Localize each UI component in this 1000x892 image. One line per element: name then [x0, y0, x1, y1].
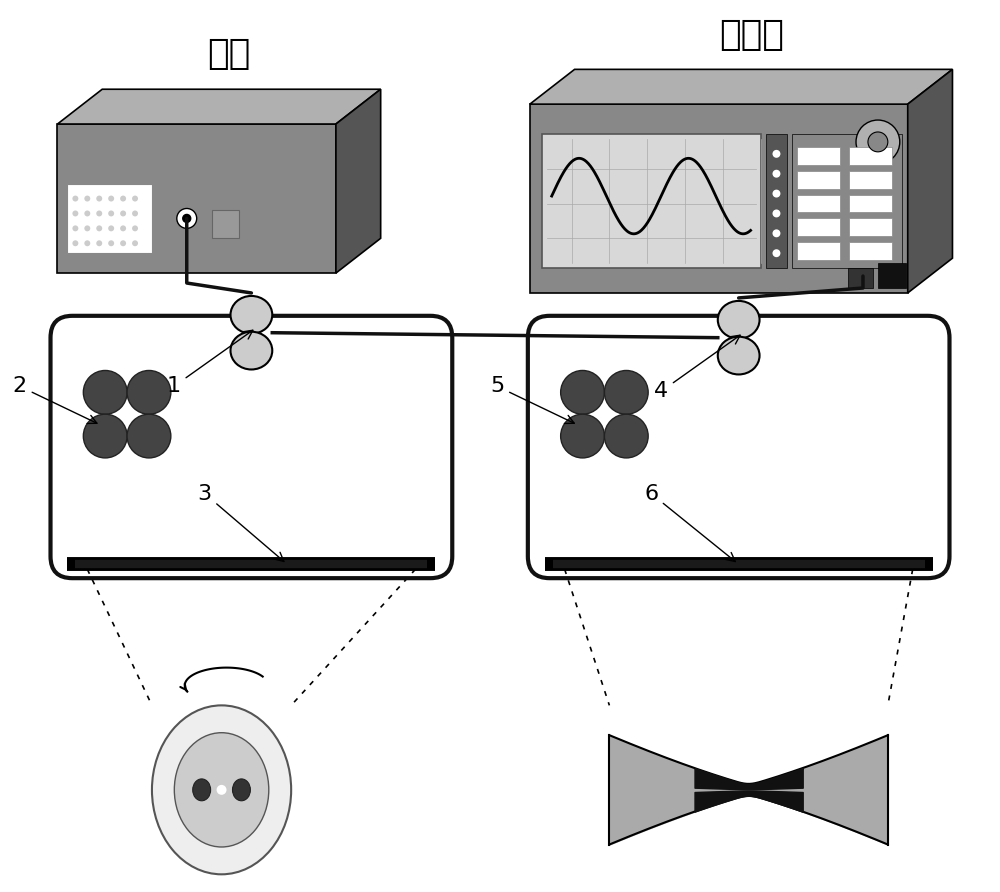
FancyBboxPatch shape — [792, 134, 902, 268]
Polygon shape — [530, 104, 908, 293]
Ellipse shape — [718, 301, 760, 339]
FancyBboxPatch shape — [797, 219, 840, 236]
Circle shape — [84, 240, 90, 246]
Circle shape — [83, 414, 127, 458]
Circle shape — [120, 240, 126, 246]
Circle shape — [772, 210, 780, 218]
Circle shape — [108, 226, 114, 231]
Circle shape — [72, 240, 78, 246]
Circle shape — [132, 195, 138, 202]
Circle shape — [132, 211, 138, 217]
Circle shape — [108, 211, 114, 217]
Circle shape — [604, 414, 648, 458]
Circle shape — [120, 211, 126, 217]
Circle shape — [132, 226, 138, 231]
Ellipse shape — [152, 706, 291, 874]
Ellipse shape — [193, 779, 211, 801]
FancyBboxPatch shape — [797, 243, 840, 260]
Ellipse shape — [231, 332, 272, 369]
Circle shape — [96, 240, 102, 246]
Text: 4: 4 — [654, 335, 740, 401]
FancyBboxPatch shape — [797, 170, 840, 188]
Circle shape — [108, 240, 114, 246]
Text: 3: 3 — [198, 483, 284, 561]
Ellipse shape — [232, 779, 250, 801]
FancyBboxPatch shape — [849, 219, 892, 236]
Circle shape — [120, 195, 126, 202]
Ellipse shape — [718, 336, 760, 375]
Circle shape — [120, 226, 126, 231]
Circle shape — [856, 120, 900, 164]
Circle shape — [84, 195, 90, 202]
FancyBboxPatch shape — [797, 194, 840, 212]
FancyBboxPatch shape — [848, 268, 873, 288]
Circle shape — [72, 226, 78, 231]
Text: 2: 2 — [13, 376, 97, 424]
Circle shape — [72, 211, 78, 217]
Ellipse shape — [231, 296, 272, 334]
FancyBboxPatch shape — [849, 194, 892, 212]
FancyBboxPatch shape — [849, 243, 892, 260]
Circle shape — [772, 190, 780, 197]
Circle shape — [772, 249, 780, 257]
Circle shape — [96, 195, 102, 202]
FancyBboxPatch shape — [797, 147, 840, 165]
Circle shape — [561, 370, 604, 414]
FancyBboxPatch shape — [849, 170, 892, 188]
Circle shape — [96, 226, 102, 231]
FancyBboxPatch shape — [212, 211, 239, 238]
FancyBboxPatch shape — [67, 184, 152, 253]
Polygon shape — [57, 89, 381, 124]
Circle shape — [772, 169, 780, 178]
FancyBboxPatch shape — [849, 147, 892, 165]
Polygon shape — [336, 89, 381, 273]
Circle shape — [604, 370, 648, 414]
Polygon shape — [908, 70, 952, 293]
Text: 1: 1 — [167, 330, 253, 396]
Circle shape — [127, 370, 171, 414]
Text: 6: 6 — [644, 483, 735, 562]
Circle shape — [127, 414, 171, 458]
Text: 光源: 光源 — [207, 37, 251, 71]
Circle shape — [217, 785, 227, 795]
Circle shape — [177, 209, 197, 228]
FancyBboxPatch shape — [878, 263, 906, 288]
Circle shape — [561, 414, 604, 458]
Ellipse shape — [174, 732, 269, 847]
Polygon shape — [57, 124, 336, 273]
Circle shape — [183, 214, 191, 222]
Circle shape — [868, 132, 888, 152]
Circle shape — [72, 195, 78, 202]
FancyBboxPatch shape — [542, 134, 761, 268]
Circle shape — [83, 370, 127, 414]
Text: 光谱仪: 光谱仪 — [719, 18, 784, 52]
Circle shape — [132, 240, 138, 246]
Circle shape — [772, 229, 780, 237]
Circle shape — [772, 150, 780, 158]
Text: 5: 5 — [490, 376, 574, 424]
Circle shape — [84, 226, 90, 231]
Polygon shape — [530, 70, 952, 104]
Circle shape — [84, 211, 90, 217]
Circle shape — [96, 211, 102, 217]
FancyBboxPatch shape — [766, 134, 787, 268]
Circle shape — [108, 195, 114, 202]
